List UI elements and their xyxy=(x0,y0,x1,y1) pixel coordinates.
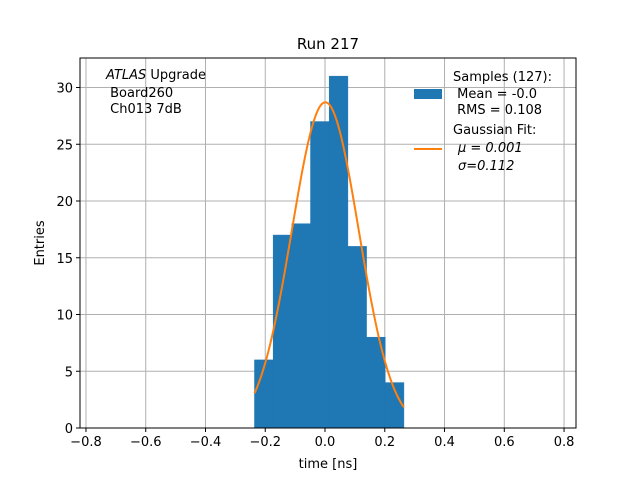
legend-fit-sigma: σ=0.112 xyxy=(458,159,514,174)
legend-samples-mean: Mean = -0.0 xyxy=(453,87,537,102)
plot-frame xyxy=(79,57,577,429)
x-tick-label: −0.4 xyxy=(190,435,222,450)
y-tick-label: 25 xyxy=(56,138,73,153)
gaussian-fit xyxy=(253,101,405,408)
chart-title: Run 217 xyxy=(297,35,359,53)
histogram-bars xyxy=(254,75,405,429)
x-tick-label: 0.8 xyxy=(554,435,575,450)
x-tick-label: −0.6 xyxy=(130,435,162,450)
y-tick-label: 30 xyxy=(56,82,73,97)
x-tick-label: 0.2 xyxy=(374,435,395,450)
legend-samples-rms: RMS = 0.108 xyxy=(453,103,542,118)
annotation-upgrade: Upgrade xyxy=(146,68,206,83)
legend-samples-title: Samples (127): xyxy=(453,70,552,85)
x-axis-label: time [ns] xyxy=(299,457,358,472)
x-tick-label: 0.6 xyxy=(494,435,515,450)
legend-fit-title: Gaussian Fit: xyxy=(453,123,536,138)
x-tick-label: −0.2 xyxy=(249,435,281,450)
y-tick-label: 10 xyxy=(56,309,73,324)
experiment-annotation: ATLAS Upgrade Board260 Ch013 7dB xyxy=(105,68,206,117)
y-axis-label: Entries xyxy=(33,220,48,266)
x-axis-ticks: −0.8 −0.6 −0.4 −0.2 0.0 0.2 0.4 0.6 0.8 xyxy=(70,428,574,450)
gaussian-fit-curve xyxy=(253,101,405,408)
legend: Samples (127): Mean = -0.0 RMS = 0.108 G… xyxy=(414,70,552,174)
legend-samples-swatch xyxy=(414,89,442,99)
annotation-line-2: Board260 xyxy=(106,86,173,101)
annotation-line-1: ATLAS Upgrade xyxy=(105,68,206,83)
x-tick-label: 0.4 xyxy=(434,435,455,450)
histogram-bar xyxy=(310,121,330,429)
x-tick-label: 0.0 xyxy=(315,435,336,450)
annotation-line-3: Ch013 7dB xyxy=(106,102,182,117)
y-tick-label: 0 xyxy=(65,422,73,437)
legend-fit-mu: μ = 0.001 xyxy=(457,141,523,156)
y-tick-label: 20 xyxy=(56,195,73,210)
annotation-atlas: ATLAS xyxy=(105,68,146,83)
x-tick-label: −0.8 xyxy=(70,435,102,450)
histogram-bar xyxy=(291,223,311,429)
y-axis-ticks: 0 5 10 15 20 25 30 xyxy=(56,82,80,437)
y-tick-label: 15 xyxy=(56,252,73,267)
histogram-bar xyxy=(272,234,293,429)
histogram-bar xyxy=(347,246,367,429)
y-tick-label: 5 xyxy=(65,365,73,380)
